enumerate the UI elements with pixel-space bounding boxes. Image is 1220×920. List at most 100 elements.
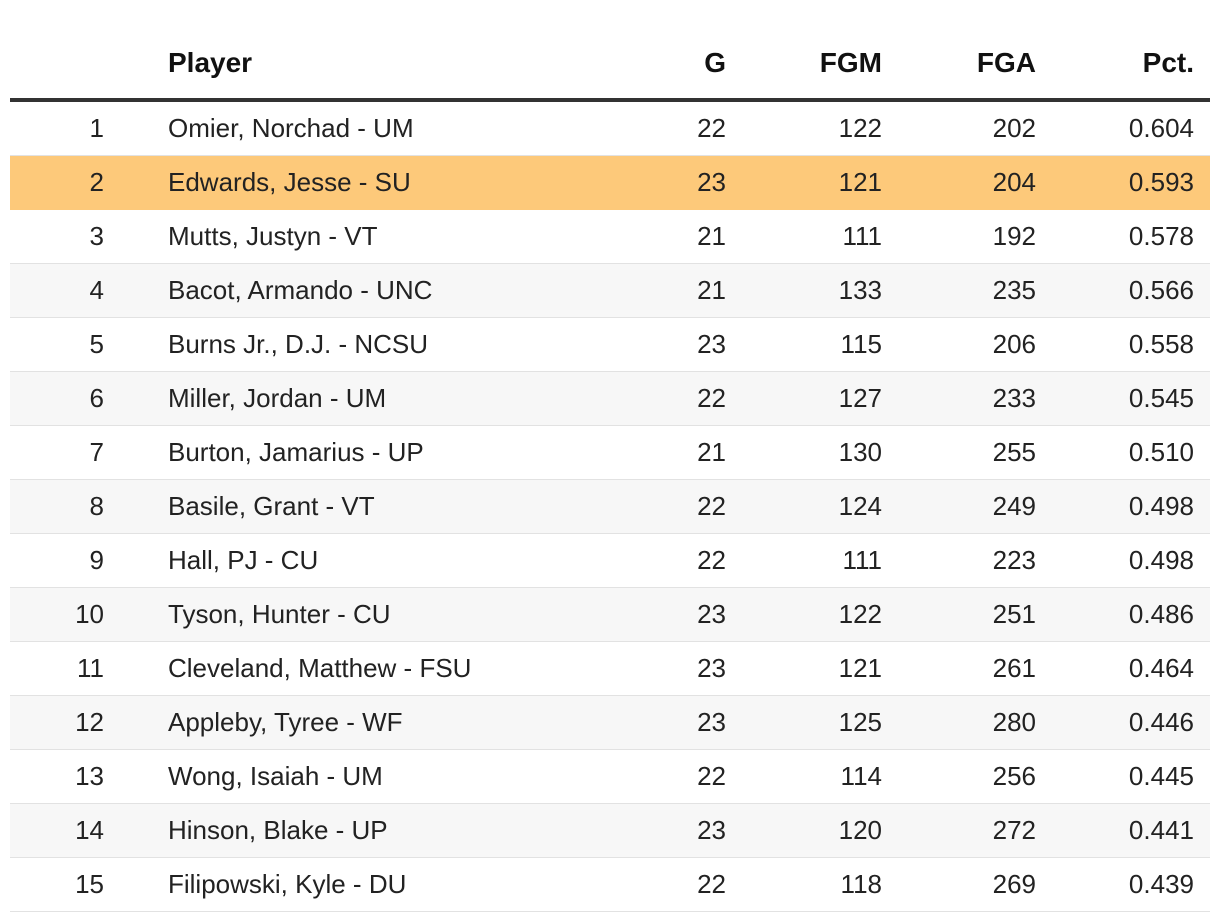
pct-cell: 0.445 bbox=[1036, 749, 1210, 804]
player-name-cell: Edwards, Jesse - SU bbox=[160, 155, 570, 210]
fgm-cell: 120 bbox=[726, 803, 882, 858]
fga-cell: 192 bbox=[882, 209, 1036, 264]
games-cell: 23 bbox=[570, 317, 726, 372]
header-player: Player bbox=[160, 28, 570, 102]
rank-cell: 10 bbox=[10, 587, 160, 642]
player-name-cell: Cleveland, Matthew - FSU bbox=[160, 641, 570, 696]
player-name-cell: Filipowski, Kyle - DU bbox=[160, 857, 570, 912]
fgm-cell: 127 bbox=[726, 371, 882, 426]
table-row: 8 Basile, Grant - VT 22 124 249 0.498 bbox=[10, 479, 1210, 534]
pct-cell: 0.510 bbox=[1036, 425, 1210, 480]
games-cell: 21 bbox=[570, 263, 726, 318]
player-name-cell: Omier, Norchad - UM bbox=[160, 100, 570, 156]
fga-cell: 256 bbox=[882, 749, 1036, 804]
pct-cell: 0.545 bbox=[1036, 371, 1210, 426]
fgm-cell: 122 bbox=[726, 587, 882, 642]
games-cell: 22 bbox=[570, 857, 726, 912]
rank-cell: 1 bbox=[10, 100, 160, 156]
rank-cell: 9 bbox=[10, 533, 160, 588]
rank-cell: 5 bbox=[10, 317, 160, 372]
games-cell: 22 bbox=[570, 100, 726, 156]
table-row: 12 Appleby, Tyree - WF 23 125 280 0.446 bbox=[10, 695, 1210, 750]
player-name-cell: Hall, PJ - CU bbox=[160, 533, 570, 588]
games-cell: 22 bbox=[570, 533, 726, 588]
header-fgm: FGM bbox=[726, 28, 882, 102]
table-row: 9 Hall, PJ - CU 22 111 223 0.498 bbox=[10, 533, 1210, 588]
table-row-highlighted: 2 Edwards, Jesse - SU 23 121 204 0.593 bbox=[10, 155, 1210, 210]
table-row: 14 Hinson, Blake - UP 23 120 272 0.441 bbox=[10, 803, 1210, 858]
fgm-cell: 115 bbox=[726, 317, 882, 372]
header-fga: FGA bbox=[882, 28, 1036, 102]
games-cell: 21 bbox=[570, 425, 726, 480]
fgm-cell: 124 bbox=[726, 479, 882, 534]
rank-cell: 7 bbox=[10, 425, 160, 480]
table-row: 5 Burns Jr., D.J. - NCSU 23 115 206 0.558 bbox=[10, 317, 1210, 372]
games-cell: 23 bbox=[570, 587, 726, 642]
fga-cell: 261 bbox=[882, 641, 1036, 696]
fga-cell: 223 bbox=[882, 533, 1036, 588]
rank-cell: 12 bbox=[10, 695, 160, 750]
fgm-cell: 111 bbox=[726, 533, 882, 588]
table-row: 4 Bacot, Armando - UNC 21 133 235 0.566 bbox=[10, 263, 1210, 318]
table-row: 7 Burton, Jamarius - UP 21 130 255 0.510 bbox=[10, 425, 1210, 480]
fgm-cell: 122 bbox=[726, 100, 882, 156]
games-cell: 22 bbox=[570, 479, 726, 534]
fgm-cell: 114 bbox=[726, 749, 882, 804]
fga-cell: 251 bbox=[882, 587, 1036, 642]
table-row: 15 Filipowski, Kyle - DU 22 118 269 0.439 bbox=[10, 857, 1210, 912]
pct-cell: 0.446 bbox=[1036, 695, 1210, 750]
table-body: 1 Omier, Norchad - UM 22 122 202 0.604 2 Edward… bbox=[10, 100, 1210, 912]
fga-cell: 272 bbox=[882, 803, 1036, 858]
rank-cell: 15 bbox=[10, 857, 160, 912]
rank-cell: 6 bbox=[10, 371, 160, 426]
table-header: Player G FGM FGA Pct. bbox=[10, 28, 1210, 102]
games-cell: 23 bbox=[570, 641, 726, 696]
pct-cell: 0.498 bbox=[1036, 479, 1210, 534]
pct-cell: 0.566 bbox=[1036, 263, 1210, 318]
rank-cell: 11 bbox=[10, 641, 160, 696]
table-row: 3 Mutts, Justyn - VT 21 111 192 0.578 bbox=[10, 209, 1210, 264]
fga-cell: 249 bbox=[882, 479, 1036, 534]
player-name-cell: Tyson, Hunter - CU bbox=[160, 587, 570, 642]
fga-cell: 235 bbox=[882, 263, 1036, 318]
pct-cell: 0.604 bbox=[1036, 100, 1210, 156]
table-row: 11 Cleveland, Matthew - FSU 23 121 261 0.464 bbox=[10, 641, 1210, 696]
fga-cell: 280 bbox=[882, 695, 1036, 750]
player-name-cell: Appleby, Tyree - WF bbox=[160, 695, 570, 750]
fgm-cell: 111 bbox=[726, 209, 882, 264]
rank-cell: 14 bbox=[10, 803, 160, 858]
games-cell: 23 bbox=[570, 803, 726, 858]
player-name-cell: Wong, Isaiah - UM bbox=[160, 749, 570, 804]
fgm-cell: 130 bbox=[726, 425, 882, 480]
table-row: 1 Omier, Norchad - UM 22 122 202 0.604 bbox=[10, 100, 1210, 156]
pct-cell: 0.593 bbox=[1036, 155, 1210, 210]
fga-cell: 233 bbox=[882, 371, 1036, 426]
table-row: 13 Wong, Isaiah - UM 22 114 256 0.445 bbox=[10, 749, 1210, 804]
pct-cell: 0.486 bbox=[1036, 587, 1210, 642]
fgm-cell: 125 bbox=[726, 695, 882, 750]
games-cell: 22 bbox=[570, 371, 726, 426]
table-row: 10 Tyson, Hunter - CU 23 122 251 0.486 bbox=[10, 587, 1210, 642]
pct-cell: 0.578 bbox=[1036, 209, 1210, 264]
player-stats-table: Player G FGM FGA Pct. 1 Omier, Norchad - … bbox=[10, 28, 1210, 912]
fga-cell: 204 bbox=[882, 155, 1036, 210]
fgm-cell: 121 bbox=[726, 155, 882, 210]
games-cell: 23 bbox=[570, 695, 726, 750]
fga-cell: 255 bbox=[882, 425, 1036, 480]
player-name-cell: Basile, Grant - VT bbox=[160, 479, 570, 534]
games-cell: 23 bbox=[570, 155, 726, 210]
pct-cell: 0.441 bbox=[1036, 803, 1210, 858]
fgm-cell: 118 bbox=[726, 857, 882, 912]
header-row: Player G FGM FGA Pct. bbox=[10, 28, 1210, 102]
pct-cell: 0.439 bbox=[1036, 857, 1210, 912]
player-name-cell: Miller, Jordan - UM bbox=[160, 371, 570, 426]
pct-cell: 0.464 bbox=[1036, 641, 1210, 696]
player-name-cell: Hinson, Blake - UP bbox=[160, 803, 570, 858]
player-name-cell: Bacot, Armando - UNC bbox=[160, 263, 570, 318]
player-name-cell: Burton, Jamarius - UP bbox=[160, 425, 570, 480]
pct-cell: 0.498 bbox=[1036, 533, 1210, 588]
rank-cell: 13 bbox=[10, 749, 160, 804]
fga-cell: 269 bbox=[882, 857, 1036, 912]
fga-cell: 202 bbox=[882, 100, 1036, 156]
games-cell: 22 bbox=[570, 749, 726, 804]
